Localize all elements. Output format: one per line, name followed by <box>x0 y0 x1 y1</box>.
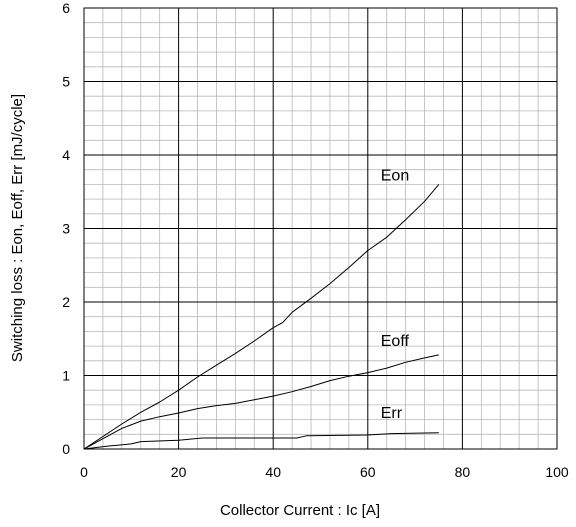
y-tick-label: 1 <box>62 368 70 384</box>
x-tick-labels: 0 20 40 60 80 100 <box>80 464 569 480</box>
x-tick-label: 40 <box>265 464 281 480</box>
x-tick-label: 20 <box>171 464 187 480</box>
x-tick-label: 60 <box>360 464 376 480</box>
y-tick-label: 0 <box>62 441 70 457</box>
y-tick-label: 6 <box>62 0 70 16</box>
x-tick-label: 0 <box>80 464 88 480</box>
x-axis-title: Collector Current : Ic [A] <box>220 502 380 519</box>
series-layer <box>83 184 440 450</box>
y-tick-label: 3 <box>62 221 70 237</box>
y-tick-labels: 0 1 2 3 4 5 6 <box>62 0 70 457</box>
plot-frame <box>83 7 558 450</box>
y-tick-label: 5 <box>62 74 70 90</box>
x-tick-label: 80 <box>455 464 471 480</box>
series-line-eoff <box>83 354 439 450</box>
series-label-err: Err <box>381 405 403 422</box>
y-tick-label: 2 <box>62 294 70 310</box>
series-label-eoff: Eoff <box>381 333 410 350</box>
series-line-eon <box>83 184 440 450</box>
series-label-eon: Eon <box>381 168 409 185</box>
series-labels: Eon Eoff Err <box>381 168 410 422</box>
x-tick-label: 100 <box>545 464 569 480</box>
series-line-err <box>83 432 439 450</box>
y-axis-title: Switching loss : Eon, Eoff, Err [mJ/cycl… <box>9 94 26 362</box>
grid-major <box>84 8 557 449</box>
y-tick-label: 4 <box>62 147 70 163</box>
